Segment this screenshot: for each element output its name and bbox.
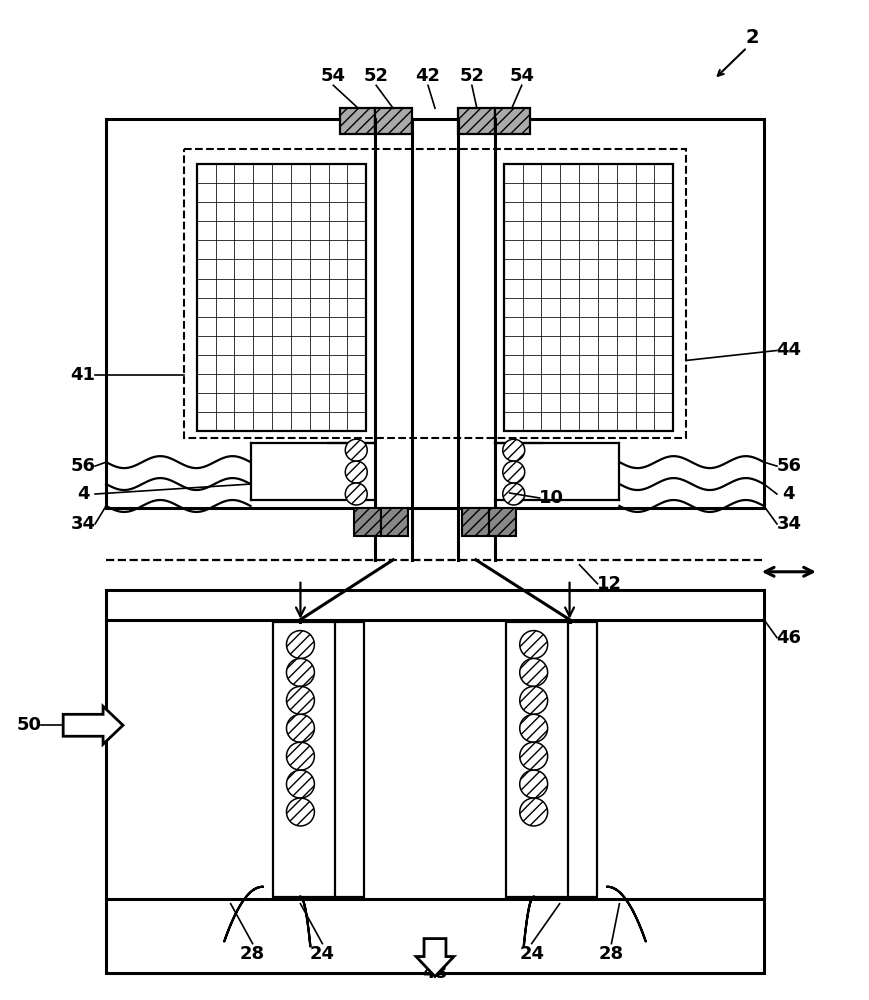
Text: 56: 56: [775, 457, 800, 475]
Bar: [196, 164, 366, 431]
FancyArrow shape: [63, 706, 123, 744]
Text: 50: 50: [17, 716, 42, 734]
Text: 56: 56: [70, 457, 96, 475]
Text: 54: 54: [321, 67, 346, 85]
Text: 24: 24: [519, 945, 544, 963]
Text: 34: 34: [775, 515, 800, 533]
Circle shape: [286, 798, 314, 826]
Bar: [461, 508, 488, 536]
Circle shape: [345, 461, 367, 483]
Bar: [505, 622, 597, 897]
Text: 54: 54: [508, 67, 534, 85]
Circle shape: [286, 658, 314, 686]
Text: 4: 4: [782, 485, 794, 503]
Text: 10: 10: [539, 489, 563, 507]
Text: 2: 2: [745, 28, 758, 47]
Circle shape: [502, 439, 524, 461]
Bar: [488, 508, 515, 536]
Bar: [106, 119, 763, 508]
Bar: [375, 108, 412, 134]
Bar: [183, 149, 686, 438]
Text: 44: 44: [775, 341, 800, 359]
Circle shape: [519, 714, 547, 742]
Text: 28: 28: [240, 945, 265, 963]
Circle shape: [286, 631, 314, 658]
FancyArrow shape: [415, 939, 454, 976]
Circle shape: [345, 483, 367, 505]
Circle shape: [519, 631, 547, 658]
Text: 34: 34: [70, 515, 96, 533]
Bar: [272, 622, 364, 897]
Bar: [457, 108, 494, 134]
Text: 24: 24: [309, 945, 335, 963]
Circle shape: [502, 483, 524, 505]
Text: 28: 28: [598, 945, 623, 963]
Text: 42: 42: [415, 67, 440, 85]
FancyArrowPatch shape: [717, 49, 744, 76]
Circle shape: [286, 686, 314, 714]
Text: 46: 46: [775, 629, 800, 647]
Circle shape: [286, 742, 314, 770]
Text: 41: 41: [70, 366, 96, 384]
Circle shape: [519, 770, 547, 798]
Circle shape: [519, 798, 547, 826]
Bar: [354, 508, 381, 536]
Bar: [340, 108, 375, 134]
Circle shape: [286, 770, 314, 798]
Bar: [381, 508, 408, 536]
Text: 52: 52: [459, 67, 484, 85]
Circle shape: [286, 714, 314, 742]
Text: 52: 52: [363, 67, 388, 85]
Bar: [503, 164, 673, 431]
Text: 48: 48: [422, 964, 447, 982]
Circle shape: [519, 686, 547, 714]
Circle shape: [502, 461, 524, 483]
Bar: [106, 590, 763, 973]
Circle shape: [519, 742, 547, 770]
Bar: [494, 108, 529, 134]
Circle shape: [519, 658, 547, 686]
Circle shape: [345, 439, 367, 461]
Text: 4: 4: [76, 485, 90, 503]
Text: 12: 12: [596, 575, 621, 593]
